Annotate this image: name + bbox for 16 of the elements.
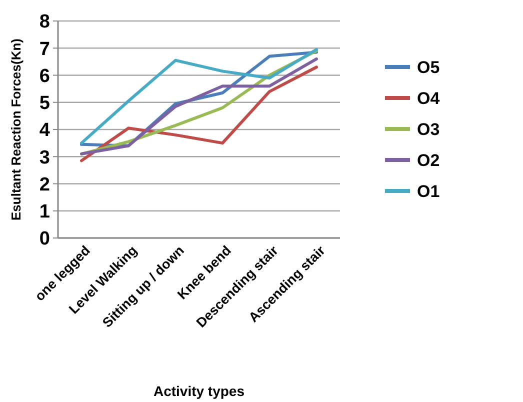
y-tick-label: 7: [39, 38, 50, 60]
y-tick-label: 2: [39, 174, 50, 196]
x-axis-title: Activity types: [153, 383, 245, 399]
legend-label: O3: [417, 120, 440, 139]
legend-label: O4: [417, 88, 440, 108]
y-tick-label: 4: [39, 120, 50, 142]
y-tick-label: 8: [39, 12, 50, 33]
legend-label: O2: [417, 150, 440, 170]
legend-label: O1: [417, 182, 440, 201]
y-tick-label: 1: [39, 202, 50, 223]
y-tick-label: 6: [39, 66, 50, 87]
y-tick-label: 3: [39, 147, 50, 168]
legend-label: O5: [417, 58, 440, 77]
y-tick-label: 5: [39, 93, 50, 114]
y-axis-title: Esultant Reaction Forces(Kn): [8, 38, 24, 221]
y-tick-label: 0: [39, 228, 50, 250]
